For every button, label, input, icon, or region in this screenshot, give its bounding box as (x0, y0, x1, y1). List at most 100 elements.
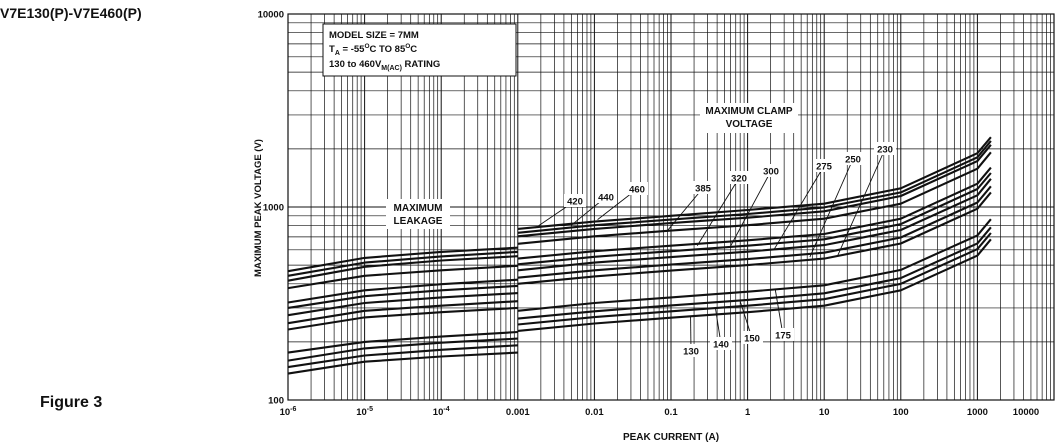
leakage-curve-385 (287, 264, 518, 290)
x-tick-label: 10-5 (356, 406, 373, 418)
leakage-curve-275 (287, 292, 518, 317)
callout-label-150: 150 (744, 334, 760, 345)
x-tick-base: 10 (280, 407, 291, 418)
callout-background-130 (680, 344, 702, 357)
callout-label-320: 320 (731, 174, 747, 185)
clamp-curve-420 (517, 144, 992, 238)
callout-leader-275 (773, 165, 825, 251)
callout-background-460 (626, 182, 648, 195)
callout-leader-320 (696, 177, 740, 246)
callout-background-150 (741, 331, 763, 344)
x-tick-base: 10 (356, 407, 367, 418)
x-tick-label: 10000 (1013, 407, 1039, 418)
callout-background-230 (874, 142, 896, 155)
x-tick-exponent: -6 (290, 406, 296, 413)
leakage-curve-460 (287, 246, 518, 273)
leakage-curve-300 (287, 284, 518, 309)
x-tick-label: 1 (745, 407, 751, 418)
leakage-curve-140 (287, 344, 518, 369)
clamp-curve-275 (517, 178, 992, 272)
callout-leader-385 (667, 187, 704, 231)
callout-label-300: 300 (763, 167, 779, 178)
info-line-2-b: C TO 85 (370, 44, 406, 55)
x-tick-label: 10 (819, 407, 830, 418)
x-tick-label: 100 (893, 407, 909, 418)
x-tick-label: 0.1 (664, 407, 678, 418)
callout-leader-300 (730, 170, 772, 247)
leakage-label-line-2: LEAKAGE (394, 216, 443, 227)
plot-frame (287, 13, 1055, 401)
callout-label-175: 175 (775, 331, 792, 342)
callout-label-250: 250 (845, 155, 861, 166)
clamp-label-line-1: MAXIMUM CLAMP (705, 106, 793, 117)
clamp-curve-130 (517, 238, 992, 332)
info-line-3-end: RATING (402, 59, 440, 70)
callout-label-440: 440 (598, 193, 614, 204)
x-tick-label: 10-4 (433, 406, 450, 418)
info-line-3-sub: M(AC) (381, 65, 402, 72)
callout-label-230: 230 (877, 145, 893, 156)
x-tick-label: 0.001 (506, 407, 530, 418)
info-line-2-a: = -55 (340, 44, 365, 55)
callout-background-320 (728, 171, 750, 184)
callout-leader-230 (837, 148, 886, 256)
clamp-curve-250 (517, 185, 992, 279)
callout-background-440 (595, 190, 617, 203)
leakage-curve-320 (287, 278, 518, 304)
callout-background-420 (564, 194, 586, 207)
callout-background-385 (692, 181, 714, 194)
y-tick-label: 10000 (258, 10, 284, 21)
leakage-curve-130 (287, 351, 518, 375)
callout-label-420: 420 (567, 197, 583, 208)
info-line-3-main: 130 to 460V (329, 59, 382, 70)
info-box: MODEL SIZE = 7MM TA = -55OC TO 85OC 130 … (322, 23, 517, 77)
callout-layer: 420 440 460 385 320 300 275 250 230 130 140 150 175 (535, 142, 896, 358)
page-title: V7E130(P)-V7E460(P) (0, 5, 142, 21)
callout-background-140 (710, 337, 732, 350)
info-line-2-t: T (329, 44, 335, 55)
callout-label-130: 130 (683, 347, 699, 358)
clamp-curve-460 (517, 136, 992, 230)
info-line-1: MODEL SIZE = 7MM (329, 30, 419, 41)
clamp-curve-300 (517, 172, 992, 266)
leakage-curve-175 (287, 330, 518, 354)
leakage-curve-440 (287, 250, 518, 277)
callout-background-175 (772, 328, 794, 341)
info-line-2-sup1: O (364, 43, 369, 50)
info-line-2: TA = -55OC TO 85OC (329, 43, 417, 57)
info-line-2-sub: A (335, 50, 340, 57)
leakage-label-line-1: MAXIMUM (394, 203, 443, 214)
tick-labels: 10-6 10-5 10-4 0.001 0.01 0.1 1 10 100 1000 100001… (258, 10, 1040, 419)
x-tick-label: 0.01 (585, 407, 604, 418)
clamp-curve-440 (517, 140, 992, 234)
clamp-label-line-2: VOLTAGE (726, 119, 773, 130)
leakage-curve-250 (287, 300, 518, 325)
info-line-2-sup2: O (405, 43, 410, 50)
info-line-3: 130 to 460VM(AC) RATING (329, 59, 440, 72)
callout-label-460: 460 (629, 185, 645, 196)
clamp-curve-175 (517, 218, 992, 312)
x-tick-base: 10 (433, 407, 444, 418)
clamp-label-background (700, 103, 798, 133)
clamp-curve-385 (517, 151, 992, 245)
x-tick-exponent: -5 (367, 406, 373, 413)
info-box-frame (322, 23, 517, 77)
y-tick-label: 100 (268, 396, 284, 407)
callout-label-275: 275 (816, 162, 833, 173)
y-axis-label: MAXIMUM PEAK VOLTAGE (V) (253, 139, 264, 277)
callout-background-250 (842, 152, 864, 165)
leakage-curve-420 (287, 255, 518, 282)
callout-background-275 (813, 159, 835, 172)
callout-leader-175 (774, 289, 784, 336)
callout-leader-250 (809, 158, 854, 258)
clamp-curve-150 (517, 226, 992, 320)
region-labels: MAXIMUM LEAKAGE MAXIMUM CLAMP VOLTAGE (386, 103, 798, 229)
x-axis-label: PEAK CURRENT (A) (623, 432, 719, 443)
callout-background-300 (760, 164, 782, 177)
leakage-curve-150 (287, 337, 518, 362)
leakage-curve-230 (287, 306, 518, 331)
leakage-label-background (386, 199, 450, 229)
x-tick-exponent: -4 (443, 406, 449, 413)
callout-label-385: 385 (695, 184, 712, 195)
